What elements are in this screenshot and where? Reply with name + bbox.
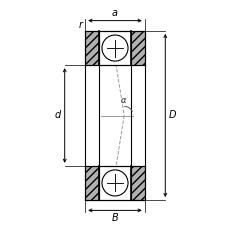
Circle shape [101, 170, 128, 196]
Text: r: r [79, 20, 83, 30]
Circle shape [101, 35, 128, 61]
Text: D: D [168, 110, 175, 121]
Bar [131, 166, 144, 200]
Bar [98, 31, 131, 65]
Bar [131, 31, 144, 65]
Bar [85, 166, 98, 200]
Bar [98, 166, 131, 200]
Text: a: a [112, 8, 117, 18]
Text: α: α [120, 96, 125, 104]
Text: B: B [111, 213, 118, 223]
Bar [85, 31, 98, 65]
Text: d: d [55, 110, 61, 121]
